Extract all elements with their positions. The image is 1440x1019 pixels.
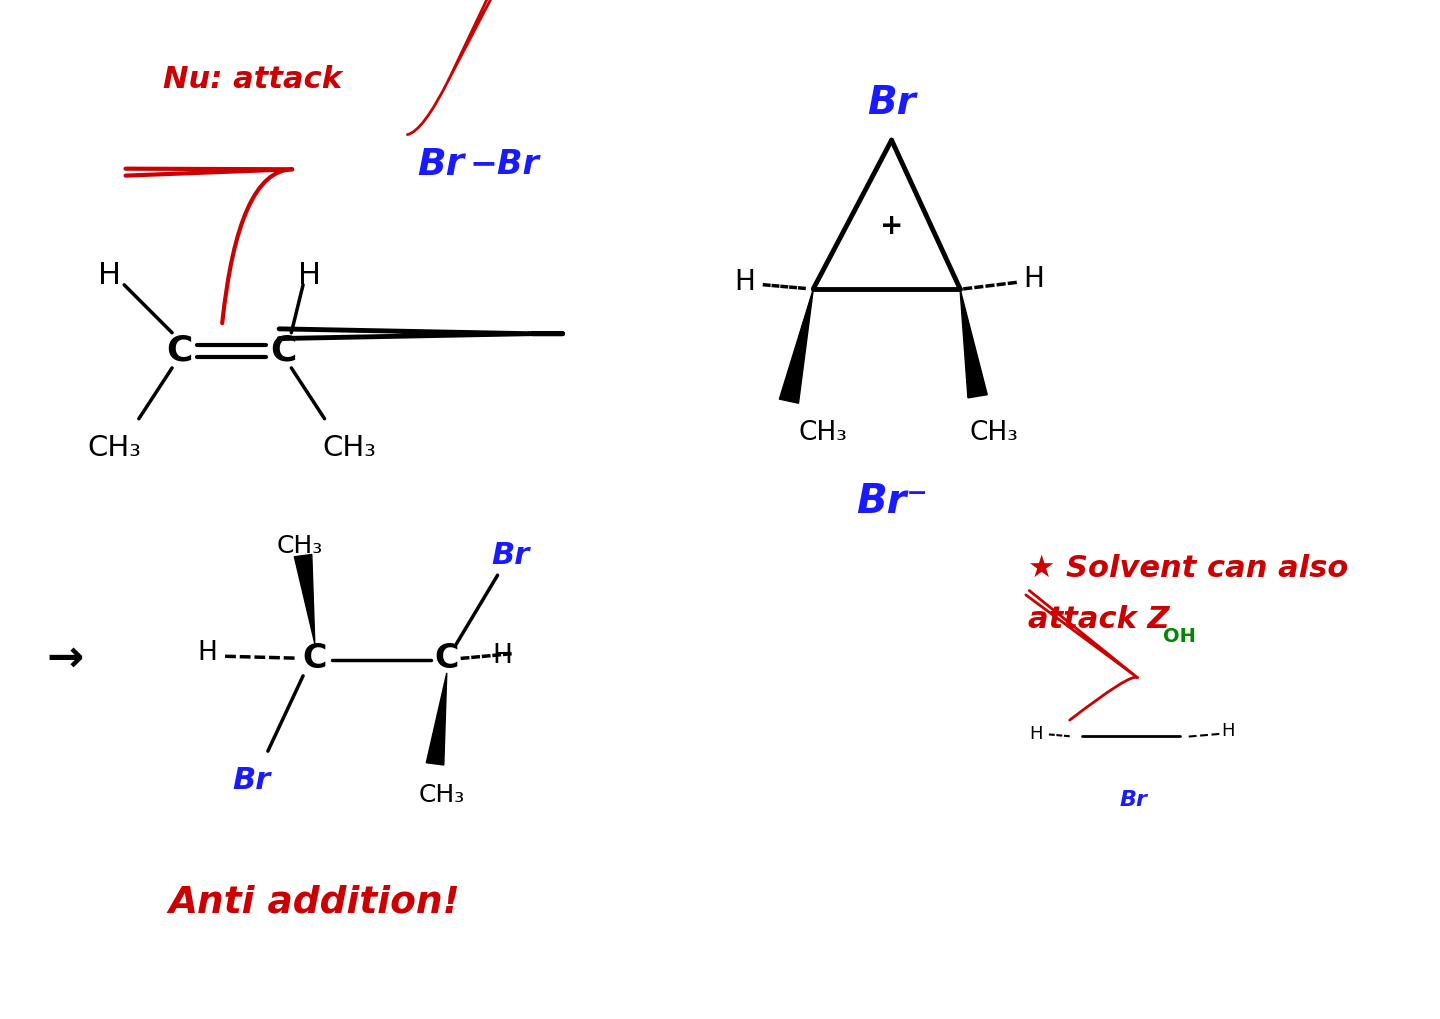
Text: Anti addition!: Anti addition! (168, 884, 461, 920)
Text: CH₃: CH₃ (323, 434, 376, 462)
Text: CH₃: CH₃ (969, 421, 1018, 446)
Text: →: → (48, 637, 84, 680)
Text: −Br: −Br (469, 148, 539, 181)
Text: CH₃: CH₃ (799, 421, 848, 446)
Text: H: H (492, 643, 513, 669)
Text: attack Z: attack Z (1028, 604, 1171, 634)
Text: H: H (298, 261, 321, 289)
Text: H: H (1022, 265, 1044, 292)
Text: H: H (197, 640, 217, 666)
Text: ★ Solvent can also: ★ Solvent can also (1028, 554, 1349, 583)
Text: H: H (734, 268, 756, 296)
Text: CH₃: CH₃ (276, 534, 323, 557)
Text: H: H (98, 261, 121, 289)
Text: Br: Br (232, 766, 271, 795)
Text: H: H (1221, 721, 1234, 740)
Polygon shape (426, 673, 446, 765)
Text: Nu: attack: Nu: attack (163, 65, 343, 94)
Text: H: H (1030, 725, 1043, 743)
Text: Br: Br (867, 84, 916, 122)
Text: Br: Br (1120, 790, 1148, 810)
Text: C: C (302, 642, 327, 675)
Text: +: + (880, 212, 903, 240)
Text: C: C (435, 642, 459, 675)
Text: Br: Br (418, 147, 465, 182)
Text: C: C (271, 333, 297, 367)
Text: CH₃: CH₃ (88, 434, 141, 462)
Text: CH₃: CH₃ (419, 784, 465, 807)
Text: Br⁻: Br⁻ (855, 482, 927, 522)
Polygon shape (779, 288, 814, 404)
Text: OH: OH (1164, 628, 1197, 646)
Text: C: C (167, 333, 193, 367)
Polygon shape (960, 288, 988, 397)
Text: Br: Br (491, 541, 530, 570)
Polygon shape (294, 554, 315, 644)
